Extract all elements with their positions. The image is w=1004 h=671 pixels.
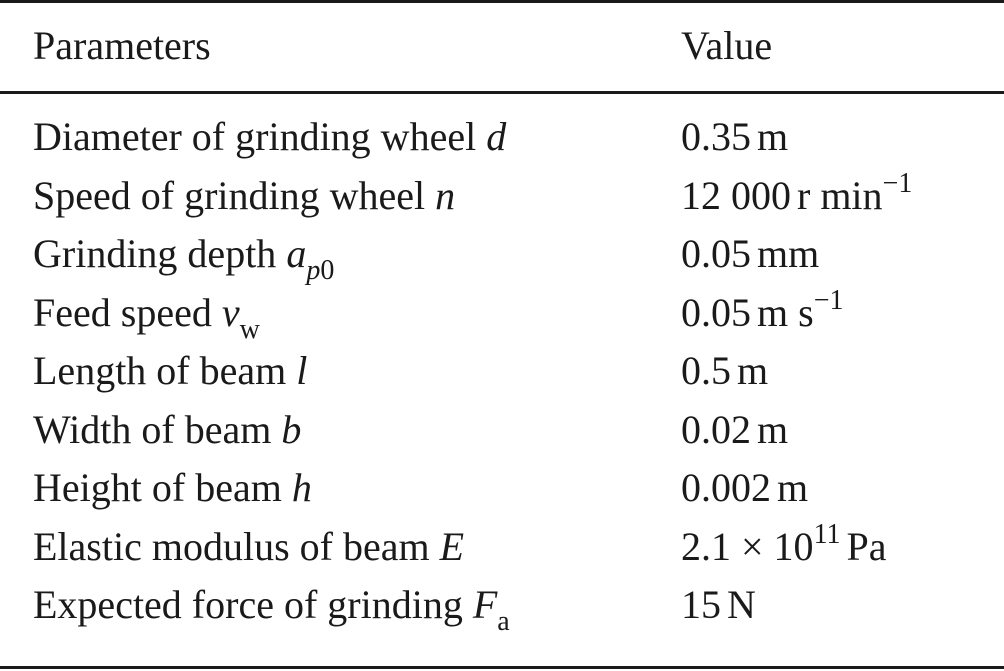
parameter-label: Elastic modulus of beam (33, 523, 440, 569)
value-number: 15 (681, 582, 721, 627)
value-cell: 0.05 mm (681, 225, 819, 283)
table-row: Width of beam b 0.02 m (0, 401, 1004, 460)
table-row: Grinding depth ap0 0.05 mm (0, 225, 1004, 286)
table-row: Elastic modulus of beam E 2.1 × 1011 Pa (0, 518, 1004, 577)
value-unit: Pa (846, 523, 887, 569)
table-row: Expected force of grinding Fa 15 N (0, 576, 1004, 637)
value-cell: 0.35 m (681, 108, 788, 166)
value-cell: 0.002 m (681, 459, 808, 517)
parameter-cell: Expected force of grinding Fa (33, 576, 510, 637)
value-cell: 0.02 m (681, 401, 788, 459)
value-number: 0.05 (681, 231, 751, 276)
value-cell: 12 000 r min−1 (681, 167, 912, 225)
parameter-label: Length of beam (33, 348, 297, 393)
value-unit: m (757, 114, 789, 159)
parameter-symbol: l (296, 348, 308, 393)
header-value: Value (681, 23, 773, 68)
parameter-cell: Grinding depth ap0 (33, 225, 334, 286)
parameter-symbol: F (472, 582, 498, 627)
value-unit: m (737, 348, 769, 393)
header-parameters: Parameters (33, 23, 211, 68)
parameter-subscript: p0 (306, 255, 334, 286)
value-number: 0.02 (681, 406, 751, 452)
parameter-symbol: d (486, 114, 507, 159)
value-number: 0.35 (681, 114, 751, 159)
value-cell: 2.1 × 1011 Pa (681, 518, 887, 576)
value-unit: m (757, 406, 789, 452)
parameter-cell: Height of beam h (33, 459, 312, 517)
parameter-label: Feed speed (33, 289, 222, 335)
parameter-symbol: E (439, 523, 465, 569)
value-unit: m s (757, 289, 814, 335)
table-row: Length of beam l 0.5 m (0, 342, 1004, 401)
parameter-symbol: a (286, 231, 307, 276)
header-rule (0, 91, 1004, 94)
parameter-cell: Diameter of grinding wheel d (33, 108, 506, 166)
parameter-cell: Length of beam l (33, 342, 307, 400)
value-number: 2.1 × 10 (681, 523, 814, 569)
value-cell: 0.05 m s−1 (681, 284, 843, 342)
parameter-symbol: n (435, 172, 456, 218)
value-cell: 15 N (681, 576, 756, 634)
parameter-symbol: h (291, 465, 312, 510)
parameter-label: Diameter of grinding wheel (33, 114, 487, 159)
parameter-label: Width of beam (33, 406, 282, 452)
table-row: Feed speed vw 0.05 m s−1 (0, 284, 1004, 343)
parameter-cell: Feed speed vw (33, 284, 260, 345)
value-superscript: −1 (882, 167, 913, 199)
bottom-rule (0, 666, 1004, 669)
parameter-cell: Elastic modulus of beam E (33, 518, 464, 576)
top-rule (0, 0, 1004, 3)
parameter-cell: Speed of grinding wheel n (33, 167, 455, 225)
subscript-upright-part: 0 (320, 255, 335, 286)
parameter-symbol: b (281, 406, 302, 452)
parameter-label: Height of beam (33, 465, 292, 510)
table-row: Height of beam h 0.002 m (0, 459, 1004, 518)
value-superscript: 11 (813, 518, 841, 550)
value-number: 12 000 (681, 172, 791, 218)
value-unit: r min (797, 172, 883, 218)
table-body: Diameter of grinding wheel d 0.35 m Speed… (0, 108, 1004, 637)
subscript-italic-part: p (306, 255, 321, 286)
value-unit: m (777, 465, 809, 510)
value-superscript: −1 (813, 284, 844, 316)
parameter-label: Grinding depth (33, 231, 287, 276)
parameter-label: Speed of grinding wheel (33, 172, 436, 218)
parameter-cell: Width of beam b (33, 401, 301, 459)
value-unit: N (727, 582, 756, 627)
parameter-subscript: w (239, 313, 260, 345)
value-number: 0.05 (681, 289, 751, 335)
value-unit: mm (757, 231, 820, 276)
value-cell: 0.5 m (681, 342, 768, 400)
table-row: Speed of grinding wheel n 12 000 r min−1 (0, 167, 1004, 226)
table-row: Diameter of grinding wheel d 0.35 m (0, 108, 1004, 167)
table-header-row: Parameters Value (0, 20, 1004, 72)
value-number: 0.5 (681, 348, 731, 393)
value-number: 0.002 (681, 465, 771, 510)
parameter-subscript: a (497, 606, 510, 637)
parameter-label: Expected force of grinding (33, 582, 473, 627)
parameter-symbol: v (221, 289, 240, 335)
